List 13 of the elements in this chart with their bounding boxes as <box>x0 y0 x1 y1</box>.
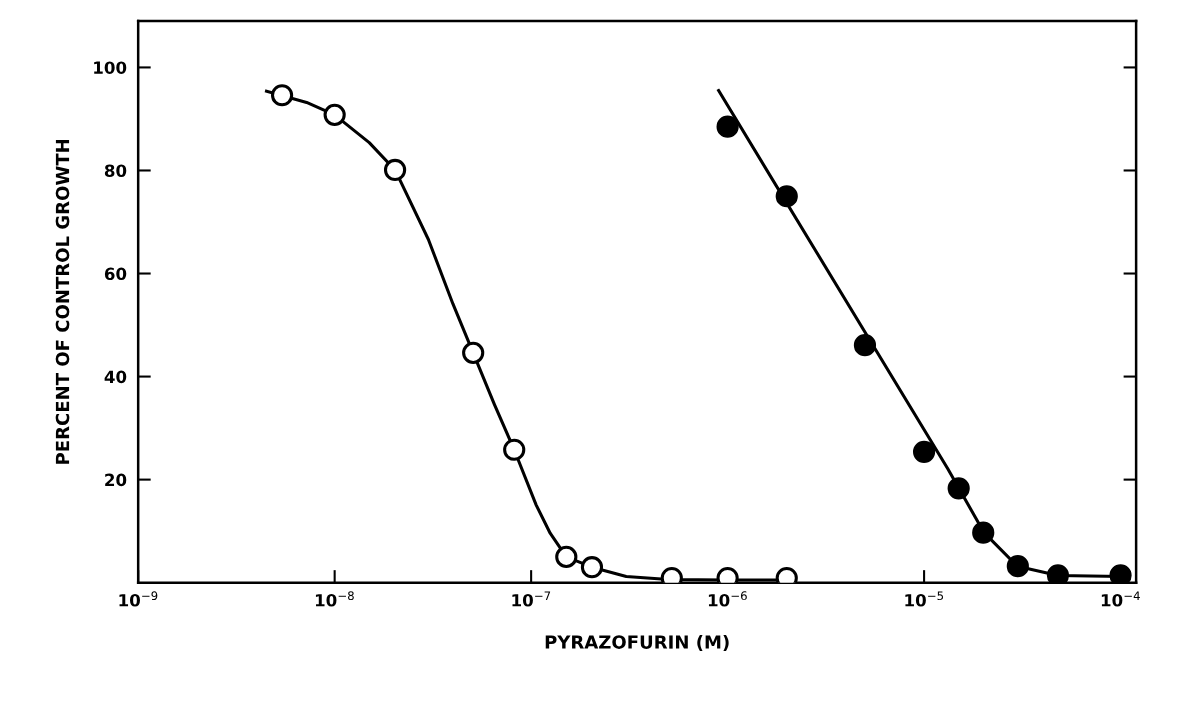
y-axis-title: PERCENT OF CONTROL GROWTH <box>55 139 70 464</box>
x-axis-title: PYRAZOFURIN (M) <box>545 634 729 651</box>
x-tick-label: 10$^{−9}$ <box>119 591 158 607</box>
y-tick-label: 60 <box>104 267 127 281</box>
y-tick-label: 80 <box>104 164 127 178</box>
x-tick-label: 10$^{−5}$ <box>905 591 944 607</box>
x-tick-label: 10$^{−6}$ <box>708 591 747 607</box>
x-tick-label: 10$^{−7}$ <box>512 591 551 607</box>
x-tick-label: 10$^{−8}$ <box>315 591 354 607</box>
y-tick-label: 100 <box>94 61 127 74</box>
x-tick-label: 10$^{−4}$ <box>1101 591 1140 607</box>
y-tick-label: 20 <box>105 473 127 487</box>
y-tick-label: 40 <box>104 370 127 384</box>
